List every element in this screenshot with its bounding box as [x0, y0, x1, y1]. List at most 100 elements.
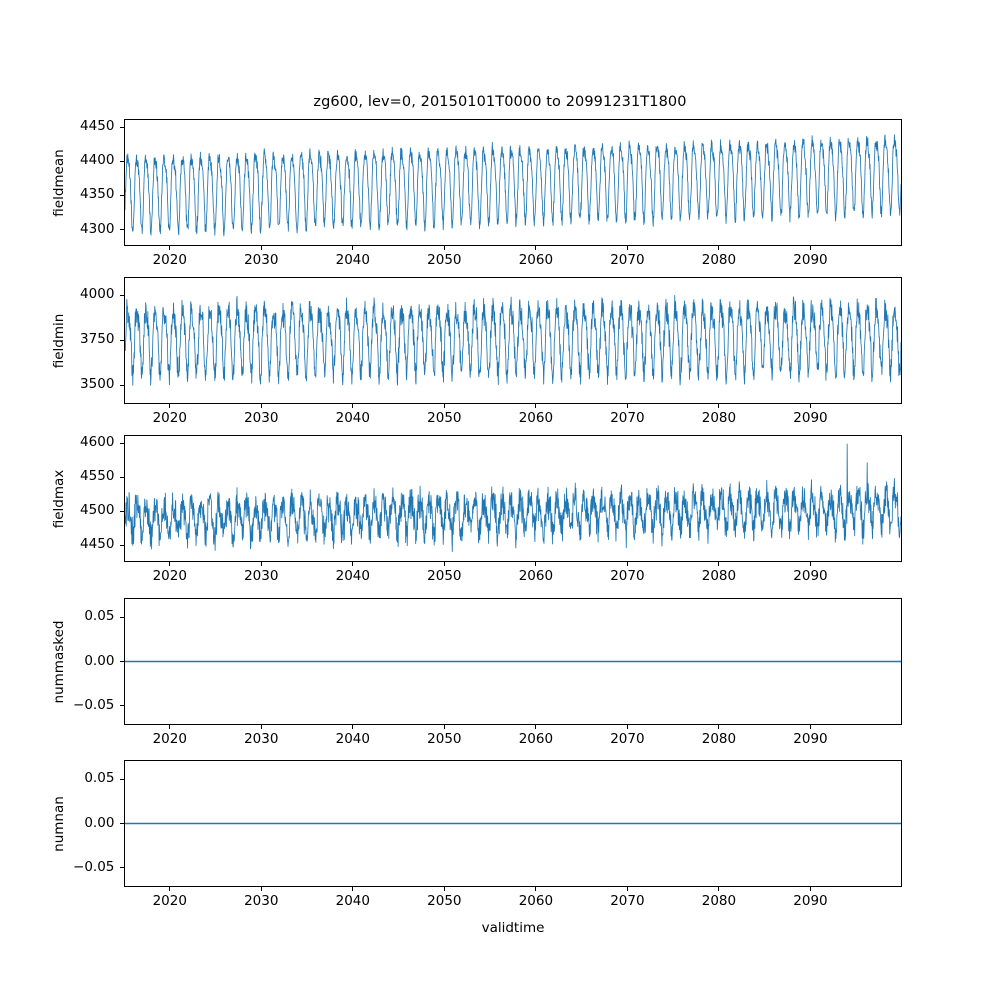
xtick-label: 2030: [244, 252, 279, 268]
xtick-label: 2060: [518, 893, 554, 909]
xtick-label: 2060: [518, 568, 554, 584]
ytick-label: 4400: [80, 152, 115, 169]
ytick-label: 4550: [80, 468, 115, 485]
xtick-label: 2090: [793, 893, 828, 909]
xtick-mark: [260, 887, 262, 891]
xtick-mark: [169, 887, 171, 891]
plot-line-nummasked: [125, 660, 901, 663]
ytick-mark: [120, 616, 124, 618]
xtick-label: 2080: [701, 893, 737, 909]
xtick-mark: [169, 562, 171, 566]
xtick-mark: [443, 246, 445, 250]
xtick-mark: [718, 404, 720, 408]
xtick-label: 2040: [335, 568, 370, 584]
ytick-mark: [120, 867, 124, 869]
ytick-mark: [120, 126, 124, 128]
xtick-label: 2040: [335, 410, 370, 426]
xtick-mark: [535, 725, 537, 729]
figure-title: zg600, lev=0, 20150101T0000 to 20991231T…: [313, 94, 687, 110]
xtick-mark: [169, 404, 171, 408]
xtick-mark: [352, 725, 354, 729]
ytick-label: 4450: [80, 536, 115, 553]
xtick-mark: [718, 246, 720, 250]
ytick-label: 3750: [80, 331, 115, 348]
xtick-label: 2080: [701, 252, 737, 268]
ytick-label: 0.05: [84, 608, 115, 625]
ytick-mark: [120, 160, 124, 162]
ytick-label: 4450: [80, 118, 115, 135]
xtick-mark: [260, 404, 262, 408]
xtick-mark: [352, 562, 354, 566]
xtick-label: 2020: [152, 252, 187, 268]
plot-line-fieldmean: [125, 134, 901, 237]
xtick-mark: [443, 725, 445, 729]
xtick-mark: [626, 246, 628, 250]
axes-nummasked: [124, 598, 902, 725]
xtick-label: 2060: [518, 410, 554, 426]
xtick-label: 2020: [152, 568, 187, 584]
xtick-mark: [626, 404, 628, 408]
xtick-label: 2050: [427, 252, 462, 268]
xtick-label: 2070: [610, 893, 645, 909]
xtick-mark: [626, 562, 628, 566]
ytick-label: 4000: [80, 286, 115, 302]
ytick-mark: [120, 194, 124, 197]
xtick-mark: [718, 725, 720, 729]
ytick-mark: [120, 544, 124, 546]
xtick-label: 2030: [244, 410, 279, 426]
ytick-label: 4300: [80, 220, 115, 237]
xtick-mark: [535, 404, 537, 408]
xtick-mark: [535, 562, 537, 566]
xtick-label: 2030: [244, 731, 279, 747]
ytick-label: 4350: [80, 186, 115, 203]
xtick-label: 2040: [335, 252, 370, 268]
xtick-mark: [443, 404, 445, 408]
xtick-mark: [718, 887, 720, 891]
xtick-mark: [260, 725, 262, 729]
xtick-label: 2070: [610, 252, 645, 268]
xtick-label: 2080: [701, 568, 737, 584]
ytick-label: −0.05: [73, 696, 115, 713]
xtick-mark: [535, 887, 537, 891]
ytick-label: 0.00: [84, 652, 115, 669]
ytick-mark: [120, 339, 124, 341]
axes-numnan: [124, 760, 902, 887]
xtick-label: 2090: [793, 410, 828, 426]
xtick-label: 2050: [427, 731, 462, 747]
ytick-label: 3500: [80, 376, 115, 393]
xtick-label: 2070: [610, 410, 645, 426]
xtick-label: 2030: [244, 893, 279, 909]
xtick-label: 2070: [610, 568, 645, 584]
axes-fieldmax: [124, 435, 902, 562]
axes-fieldmin: [124, 277, 902, 404]
xtick-mark: [443, 887, 445, 891]
ytick-mark: [120, 294, 124, 296]
xtick-label: 2050: [427, 568, 462, 584]
xtick-mark: [443, 562, 445, 566]
xtick-label: 2070: [610, 731, 645, 747]
ytick-mark: [120, 661, 124, 663]
xtick-label: 2080: [701, 731, 737, 747]
xtick-label: 2090: [793, 252, 828, 268]
xtick-label: 2040: [335, 893, 370, 909]
ytick-label: 0.05: [84, 770, 115, 787]
ytick-mark: [120, 510, 124, 512]
ytick-label: 0.00: [84, 814, 115, 831]
plot-line-fieldmin: [125, 294, 901, 386]
xtick-label: 2090: [793, 568, 828, 584]
xtick-label: 2030: [244, 568, 279, 584]
ytick-mark: [120, 476, 124, 478]
xtick-mark: [809, 887, 812, 891]
xtick-mark: [809, 246, 812, 250]
xtick-mark: [169, 725, 171, 729]
xtick-mark: [809, 404, 812, 408]
ytick-label: 4600: [80, 434, 115, 451]
ytick-label: −0.05: [73, 858, 115, 875]
xtick-mark: [352, 246, 354, 250]
ytick-mark: [120, 384, 124, 386]
ytick-mark: [120, 778, 124, 780]
ytick-mark: [120, 823, 124, 825]
axes-fieldmean: [124, 119, 902, 246]
xtick-label: 2040: [335, 731, 370, 747]
